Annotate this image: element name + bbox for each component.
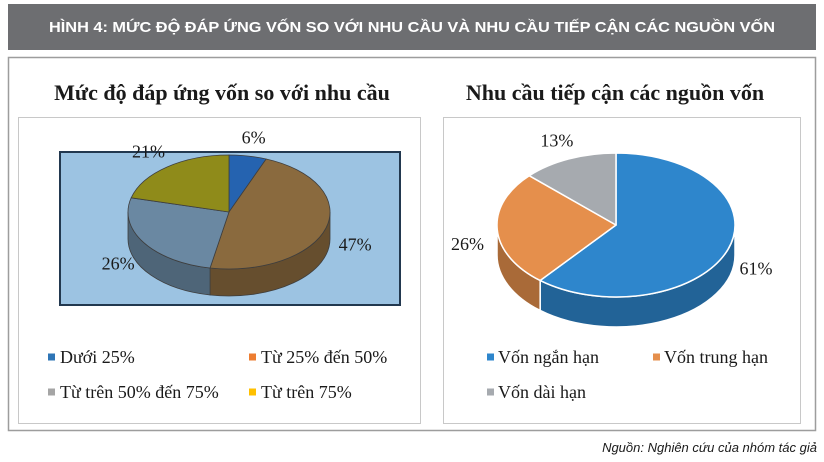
left-chart-legend: Dưới 25% Từ 25% đến 50% Từ trên 50% đến 75… bbox=[48, 347, 387, 402]
right-pie-value-label-2: 26% bbox=[451, 234, 484, 254]
right-legend-label-3: Vốn dài hạn bbox=[498, 382, 586, 402]
right-legend-item-2: Vốn trung hạn bbox=[653, 347, 768, 367]
left-chart-title: Mức độ đáp ứng vốn so với nhu cầu bbox=[54, 80, 390, 105]
figure-banner bbox=[8, 4, 816, 50]
right-chart-title: Nhu cầu tiếp cận các nguồn vốn bbox=[466, 80, 764, 105]
left-pie-tops bbox=[127, 154, 331, 270]
left-pie-chart: 6% 47% 26% 21% bbox=[102, 127, 372, 297]
left-legend-item-1: Dưới 25% bbox=[48, 347, 135, 367]
left-pie-value-label-3: 26% bbox=[102, 253, 135, 273]
right-pie-chart: 61% 26% 13% bbox=[451, 131, 773, 328]
right-pie-slice-3 bbox=[528, 152, 617, 226]
figure-source: Nguồn: Nghiên cứu của nhóm tác giả bbox=[602, 440, 817, 455]
right-legend-item-3: Vốn dài hạn bbox=[487, 382, 586, 402]
right-pie-labels: 61% 26% 13% bbox=[451, 131, 773, 279]
figure-frame bbox=[7, 56, 817, 432]
right-chart-legend: Vốn ngắn hạn Vốn trung hạn Vốn dài hạn bbox=[487, 347, 768, 402]
right-legend-swatch-1 bbox=[487, 353, 494, 361]
left-legend-item-2: Từ 25% đến 50% bbox=[249, 347, 387, 367]
right-legend-label-1: Vốn ngắn hạn bbox=[498, 347, 599, 367]
right-legend-swatch-3 bbox=[487, 388, 494, 396]
right-chart-frame bbox=[443, 117, 801, 424]
figure-caption: HÌNH 4: MỨC ĐỘ ĐÁP ỨNG VỐN SO VỚI NHU CẦ… bbox=[49, 18, 775, 36]
left-legend-label-2: Từ 25% đến 50% bbox=[261, 347, 387, 367]
right-legend-swatch-2 bbox=[653, 353, 660, 361]
left-legend-item-4: Từ trên 75% bbox=[249, 382, 352, 402]
right-legend-label-2: Vốn trung hạn bbox=[664, 347, 768, 367]
left-legend-label-4: Từ trên 75% bbox=[261, 382, 352, 402]
right-pie-tops bbox=[496, 152, 736, 298]
left-legend-swatch-1 bbox=[48, 353, 55, 361]
left-pie-slice-2 bbox=[209, 158, 331, 270]
left-chart-frame bbox=[18, 117, 421, 424]
left-pie-slice-4 bbox=[130, 154, 230, 213]
left-legend-label-3: Từ trên 50% đến 75% bbox=[60, 382, 219, 402]
left-pie-slice-3 bbox=[127, 197, 230, 269]
right-pie-value-label-3: 13% bbox=[540, 131, 573, 151]
left-legend-item-3: Từ trên 50% đến 75% bbox=[48, 382, 219, 402]
right-pie-slice-2 bbox=[496, 174, 617, 282]
right-legend-item-1: Vốn ngắn hạn bbox=[487, 347, 599, 367]
right-pie-slice-1 bbox=[539, 152, 736, 298]
left-pie-labels: 6% 47% 26% 21% bbox=[102, 127, 372, 273]
left-legend-label-1: Dưới 25% bbox=[60, 347, 135, 367]
left-pie-value-label-4: 21% bbox=[132, 142, 165, 162]
left-legend-swatch-3 bbox=[48, 388, 55, 396]
left-legend-swatch-4 bbox=[249, 388, 256, 396]
right-pie-value-label-1: 61% bbox=[740, 259, 773, 279]
left-pie-value-label-1: 6% bbox=[242, 127, 266, 147]
left-legend-swatch-2 bbox=[249, 353, 256, 361]
left-pie-value-label-2: 47% bbox=[339, 234, 372, 254]
